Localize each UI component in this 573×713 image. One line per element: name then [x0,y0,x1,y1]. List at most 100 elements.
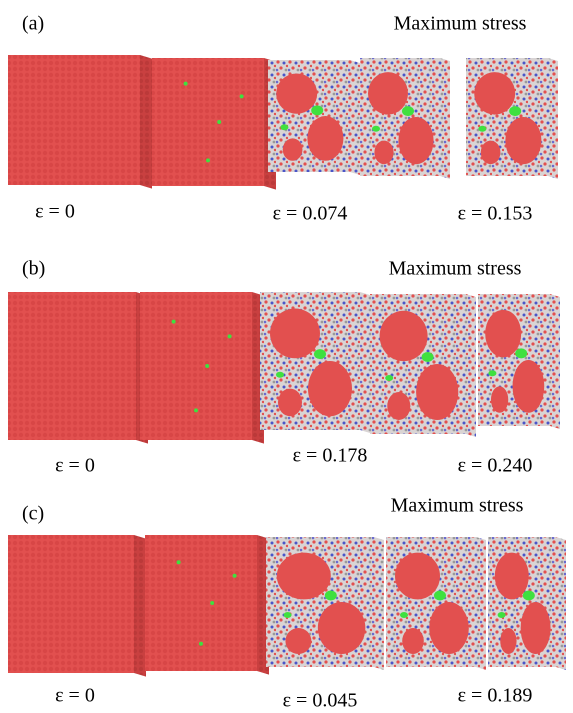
strain-label: ε = 0.074 [273,203,348,225]
defect-region [311,105,324,116]
panel-heading: Maximum stress [391,495,524,517]
atom-snapshot [145,535,269,675]
strain-label: ε = 0 [55,685,95,707]
defect-atom [239,94,244,99]
defect-atom [194,408,198,413]
box-side [140,55,152,189]
box-front [266,537,374,667]
defect-region [522,590,535,601]
defect-region [280,124,289,131]
atom-snapshot [370,294,476,437]
panel-label: (a) [22,13,44,35]
box-front [8,535,134,673]
box-side [360,292,370,433]
box-front [140,292,252,440]
atom-snapshot [466,58,558,179]
box-front [360,58,440,176]
atom-snapshot [266,537,384,670]
defect-region [478,125,487,132]
box-front [370,294,466,434]
crystal-region [416,364,459,420]
panel-heading: Maximum stress [389,258,522,280]
defect-atom [205,364,210,368]
crystal-region [485,309,522,358]
crystal-region [307,115,344,161]
box-front [466,58,548,176]
crystal-region [480,140,501,165]
defect-region [283,612,292,618]
box-front [8,292,136,440]
box-front [145,535,257,671]
atom-snapshot [140,292,264,444]
defect-atom [171,319,176,324]
atom-snapshot [386,537,486,670]
defect-atom [206,158,210,163]
panel: (c) Maximum stress ε = 0 ε = 0.045 ε = 0.189 [8,495,566,712]
defect-region [515,348,528,359]
box-side [466,294,476,437]
strain-label: ε = 0.240 [458,455,533,477]
crystal-region [520,602,551,654]
box-front [152,58,264,186]
crystal-region [387,392,411,420]
crystal-region [276,552,331,600]
crystal-region [429,602,469,654]
defect-region [385,375,394,381]
defect-region [434,590,446,601]
crystal-region [317,602,366,654]
crystal-region [270,308,320,359]
atom-snapshot [478,294,560,429]
defect-atom [183,81,188,86]
atom-snapshot [360,58,450,179]
defect-region [421,352,434,362]
defect-region [497,612,506,618]
panel: (a) Maximum stress ε = 0 ε = 0.074 ε = 0.153 [8,13,558,225]
defect-atom [217,120,222,124]
strain-label: ε = 0.189 [458,685,533,707]
box-side [374,537,384,670]
box-side [548,58,558,179]
crystal-region [494,552,529,600]
crystal-region [278,388,302,417]
defect-atom [232,573,237,578]
box-side [550,294,560,429]
crystal-region [402,628,424,654]
strain-label: ε = 0.045 [283,690,358,712]
panel-label: (c) [22,503,44,525]
atom-snapshot [488,537,566,670]
crystal-region [285,628,312,654]
crystal-region [282,138,303,161]
strain-label: ε = 0 [55,455,95,477]
crystal-region [379,310,428,362]
crystal-region [368,72,408,115]
crystal-region [374,140,394,165]
atom-snapshot [268,60,360,175]
defect-atom [176,560,181,565]
defect-atom [210,601,215,605]
defect-region [324,590,337,601]
panel-label: (b) [22,258,45,280]
defect-atom [227,334,232,339]
crystal-region [512,360,545,413]
box-front [386,537,476,667]
defect-region [509,106,522,117]
box-front [268,60,350,172]
box-front [8,55,140,185]
crystal-region [500,628,517,654]
crystal-region [505,117,542,165]
atom-snapshot [8,55,152,189]
crystal-region [474,72,516,115]
crystal-region [308,361,352,417]
atom-snapshot [152,58,276,190]
panel: (b) Maximum stress ε = 0 ε = 0.178 ε = 0.240 [8,258,560,477]
defect-atom [199,641,203,646]
crystal-region [276,73,318,114]
box-side [134,535,146,677]
defect-region [314,349,326,360]
box-front [488,537,556,667]
box-side [476,537,486,670]
box-side [440,58,450,179]
defect-region [276,371,284,378]
defect-region [488,370,497,377]
